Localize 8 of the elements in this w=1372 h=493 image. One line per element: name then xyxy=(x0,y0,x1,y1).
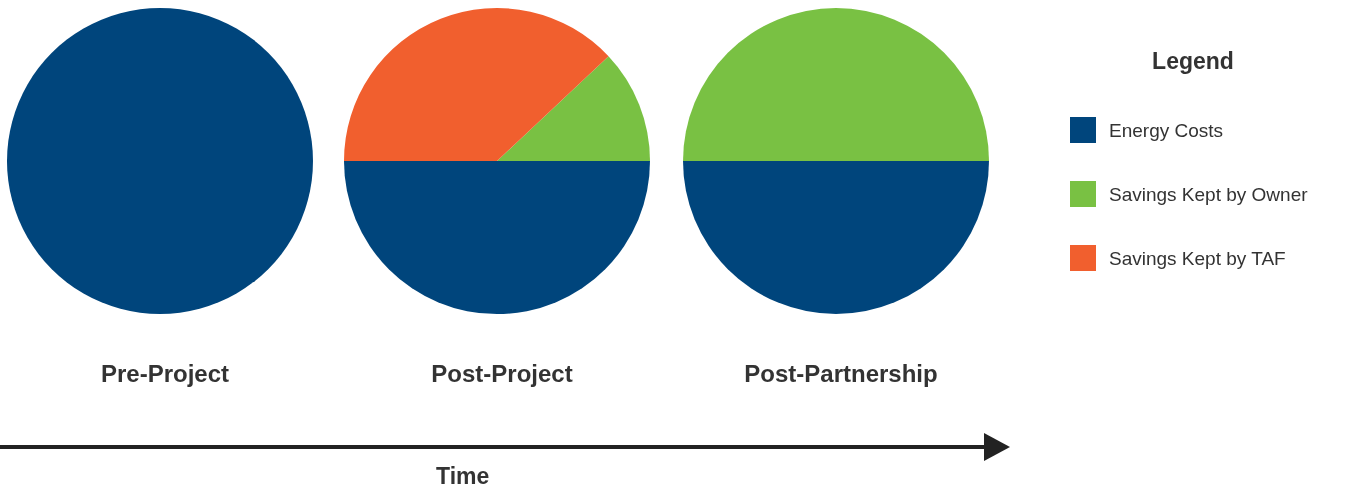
legend-label: Savings Kept by TAF xyxy=(1109,247,1286,269)
legend-label: Energy Costs xyxy=(1109,119,1224,141)
slice-label: Post-Project xyxy=(431,359,573,387)
legend-title: Legend xyxy=(1152,47,1234,74)
legend-label: Savings Kept by Owner xyxy=(1109,183,1309,205)
text: Time xyxy=(436,462,490,489)
slice-label: Post-Partnership xyxy=(744,359,938,387)
slice-label: Pre-Project xyxy=(100,359,230,387)
